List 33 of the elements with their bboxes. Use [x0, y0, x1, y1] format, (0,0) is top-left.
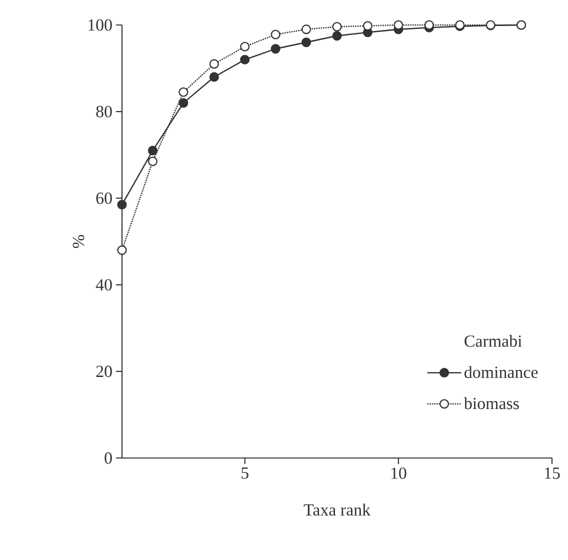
- point: [270, 44, 280, 54]
- y-axis-title: %: [72, 235, 84, 248]
- x-tick-label: 15: [545, 467, 560, 479]
- point: [209, 59, 219, 69]
- y-tick-label: 100: [88, 19, 112, 31]
- x-axis-title: Taxa rank: [304, 504, 371, 516]
- point: [148, 146, 158, 156]
- y-tick-label: 0: [104, 452, 112, 464]
- y-tick-label: 40: [96, 279, 112, 291]
- point: [209, 72, 219, 82]
- x-tick-label: 5: [242, 467, 248, 479]
- point: [117, 245, 127, 255]
- point: [270, 30, 280, 40]
- point: [240, 54, 250, 64]
- point: [178, 98, 188, 108]
- legend-label: biomass: [464, 397, 519, 410]
- point: [362, 21, 372, 31]
- point: [332, 22, 342, 32]
- legend-title: Carmabi: [464, 334, 522, 347]
- point: [240, 42, 250, 52]
- point: [332, 31, 342, 41]
- y-tick-label: 60: [96, 192, 112, 204]
- x-tick-label: 10: [391, 467, 406, 479]
- y-tick-label: 20: [96, 366, 112, 378]
- point: [117, 200, 127, 210]
- point: [424, 20, 434, 30]
- point: [178, 87, 188, 97]
- point: [302, 38, 312, 48]
- y-tick-label: 80: [96, 106, 112, 118]
- point: [148, 156, 158, 166]
- legend-label: dominance: [464, 366, 538, 378]
- point: [302, 24, 312, 34]
- point: [394, 20, 404, 30]
